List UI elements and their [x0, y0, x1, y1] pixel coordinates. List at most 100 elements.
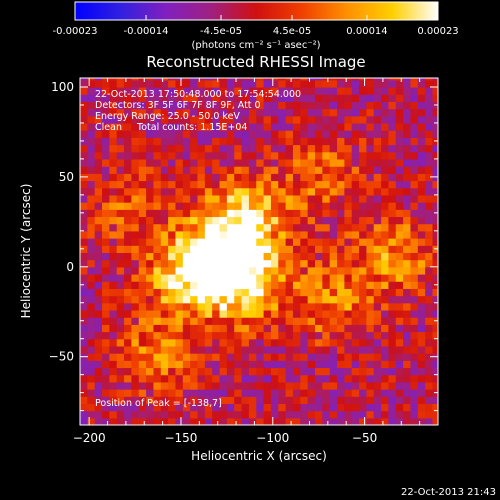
heatmap-pixel — [351, 173, 360, 182]
heatmap-pixel — [109, 79, 118, 88]
heatmap-pixel — [344, 78, 353, 81]
heatmap-pixel — [234, 338, 243, 347]
heatmap-pixel — [124, 101, 132, 110]
heatmap-pixel — [175, 367, 184, 376]
heatmap-pixel — [109, 331, 118, 340]
heatmap-pixel — [102, 273, 110, 282]
heatmap-pixel — [116, 144, 125, 153]
heatmap-pixel — [432, 345, 438, 354]
heatmap-pixel — [263, 281, 272, 289]
heatmap-pixel — [307, 353, 316, 361]
heatmap-pixel — [322, 259, 331, 268]
heatmap-pixel — [278, 101, 287, 110]
heatmap-pixel — [344, 309, 353, 318]
heatmap-pixel — [410, 295, 419, 304]
heatmap-pixel — [212, 223, 221, 232]
heatmap-pixel — [344, 137, 353, 146]
heatmap-pixel — [116, 130, 125, 138]
heatmap-pixel — [197, 259, 206, 268]
heatmap-pixel — [425, 338, 434, 347]
heatmap-pixel — [403, 245, 412, 253]
heatmap-pixel — [322, 295, 331, 304]
x-tick-label: −100 — [256, 431, 289, 445]
heatmap-pixel — [417, 374, 426, 383]
heatmap-pixel — [373, 396, 382, 405]
heatmap-pixel — [344, 302, 353, 311]
heatmap-pixel — [153, 259, 162, 268]
heatmap-pixel — [94, 230, 103, 239]
heatmap-pixel — [300, 166, 309, 174]
heatmap-pixel — [359, 374, 367, 383]
heatmap-pixel — [307, 266, 316, 275]
heatmap-pixel — [204, 331, 213, 340]
heatmap-pixel — [403, 309, 412, 318]
heatmap-pixel — [388, 302, 397, 311]
heatmap-pixel — [373, 410, 382, 419]
heatmap-pixel — [234, 238, 243, 246]
heatmap-pixel — [329, 367, 338, 376]
heatmap-pixel — [197, 187, 206, 196]
heatmap-pixel — [388, 137, 397, 146]
heatmap-pixel — [160, 360, 169, 369]
heatmap-pixel — [248, 122, 257, 131]
heatmap-pixel — [109, 202, 118, 210]
heatmap-pixel — [403, 353, 412, 361]
heatmap-pixel — [248, 331, 257, 340]
heatmap-pixel — [270, 410, 279, 419]
heatmap-pixel — [314, 417, 323, 425]
heatmap-pixel — [373, 130, 382, 138]
heatmap-pixel — [116, 266, 125, 275]
heatmap-pixel — [300, 324, 309, 333]
heatmap-pixel — [373, 115, 382, 124]
heatmap-pixel — [381, 94, 390, 102]
heatmap-pixel — [160, 94, 169, 102]
heatmap-pixel — [219, 417, 228, 425]
heatmap-pixel — [248, 144, 257, 153]
heatmap-pixel — [241, 403, 250, 412]
heatmap-pixel — [263, 410, 272, 419]
heatmap-pixel — [329, 78, 338, 81]
heatmap-pixel — [109, 209, 118, 218]
heatmap-pixel — [417, 317, 426, 325]
heatmap-pixel — [175, 230, 184, 239]
heatmap-pixel — [270, 115, 279, 124]
heatmap-pixel — [168, 187, 177, 196]
heatmap-pixel — [212, 360, 221, 369]
heatmap-pixel — [337, 410, 345, 419]
heatmap-pixel — [314, 202, 323, 210]
heatmap-pixel — [381, 374, 390, 383]
heatmap-pixel — [278, 324, 287, 333]
heatmap-pixel — [204, 130, 213, 138]
heatmap-pixel — [425, 417, 434, 425]
heatmap-pixel — [373, 273, 382, 282]
heatmap-pixel — [351, 86, 360, 95]
heatmap-pixel — [285, 101, 294, 110]
heatmap-pixel — [80, 194, 88, 203]
heatmap-pixel — [344, 122, 353, 131]
heatmap-pixel — [270, 417, 279, 425]
heatmap-pixel — [80, 202, 88, 210]
heatmap-pixel — [432, 130, 438, 138]
heatmap-pixel — [417, 324, 426, 333]
heatmap-pixel — [94, 180, 103, 189]
heatmap-pixel — [292, 309, 301, 318]
heatmap-pixel — [351, 144, 360, 153]
heatmap-pixel — [403, 122, 412, 131]
heatmap-pixel — [168, 338, 177, 347]
heatmap-pixel — [241, 209, 250, 218]
heatmap-pixel — [256, 403, 265, 412]
heatmap-pixel — [234, 144, 243, 153]
heatmap-pixel — [329, 273, 338, 282]
heatmap-pixel — [388, 173, 397, 182]
heatmap-pixel — [403, 381, 412, 390]
heatmap-pixel — [381, 78, 390, 81]
heatmap-pixel — [337, 245, 345, 253]
heatmap-pixel — [197, 151, 206, 160]
heatmap-pixel — [337, 144, 345, 153]
heatmap-pixel — [307, 281, 316, 289]
heatmap-pixel — [138, 266, 147, 275]
heatmap-pixel — [292, 281, 301, 289]
heatmap-pixel — [109, 324, 118, 333]
heatmap-pixel — [160, 202, 169, 210]
heatmap-pixel — [263, 324, 272, 333]
